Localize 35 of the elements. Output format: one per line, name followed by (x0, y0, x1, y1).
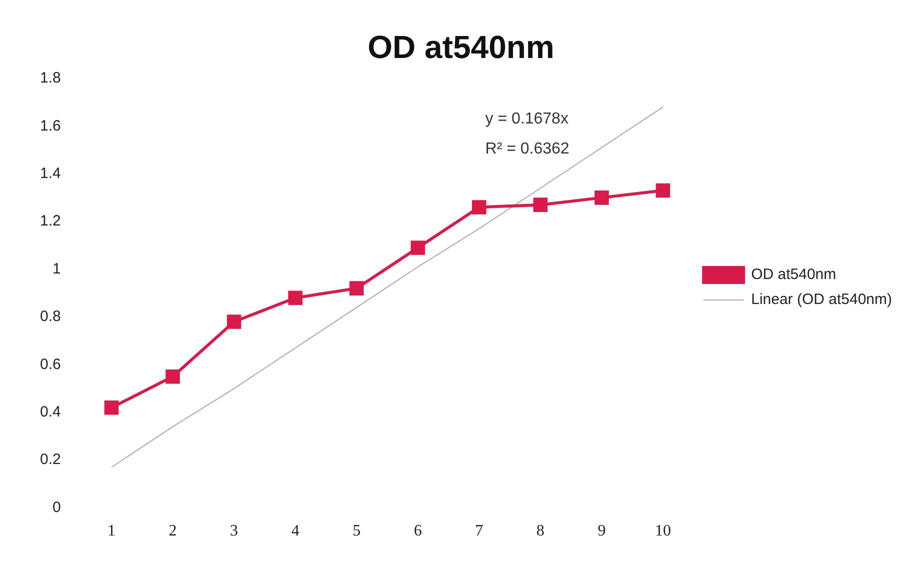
x-tick-label: 3 (230, 522, 238, 540)
y-tick-label: 1.2 (40, 212, 61, 230)
x-tick-label: 10 (654, 522, 671, 540)
x-tick-label: 7 (475, 522, 484, 540)
annotation: y = 0.1678x (485, 110, 568, 128)
x-tick-label: 2 (168, 522, 177, 540)
y-tick-label: 1.4 (40, 164, 61, 182)
point (104, 400, 119, 415)
y-tick-label: 0.6 (40, 356, 61, 373)
chart-title: OD at540nm (368, 29, 554, 66)
x-tick-label: 4 (291, 522, 300, 540)
point (594, 190, 609, 205)
point (288, 290, 302, 306)
y-tick-label: 1 (52, 260, 61, 278)
x-tick-label: 8 (536, 522, 544, 540)
y-tick-label: 0.8 (40, 308, 61, 326)
point (226, 314, 242, 329)
y-tick-label: 1.8 (40, 70, 61, 87)
point (533, 198, 548, 212)
y-tick-label: 0.4 (40, 404, 61, 421)
x-tick-label: 6 (414, 522, 422, 540)
point (166, 369, 180, 384)
point (410, 240, 426, 255)
point (472, 200, 486, 214)
y-tick-label: 1.6 (40, 117, 61, 134)
x-tick-label: 1 (107, 522, 116, 540)
point (349, 281, 364, 296)
x-tick-label: 5 (352, 522, 361, 540)
y-tick-label: 0.2 (40, 451, 61, 468)
x-tick-label: 9 (598, 522, 606, 540)
y-tick-label: 0 (52, 498, 61, 516)
point (656, 183, 670, 198)
legend-label: Linear (OD at540nm) (751, 291, 892, 308)
legend-label: OD at540nm (751, 266, 836, 284)
annotation: R² = 0.6362 (485, 140, 570, 158)
